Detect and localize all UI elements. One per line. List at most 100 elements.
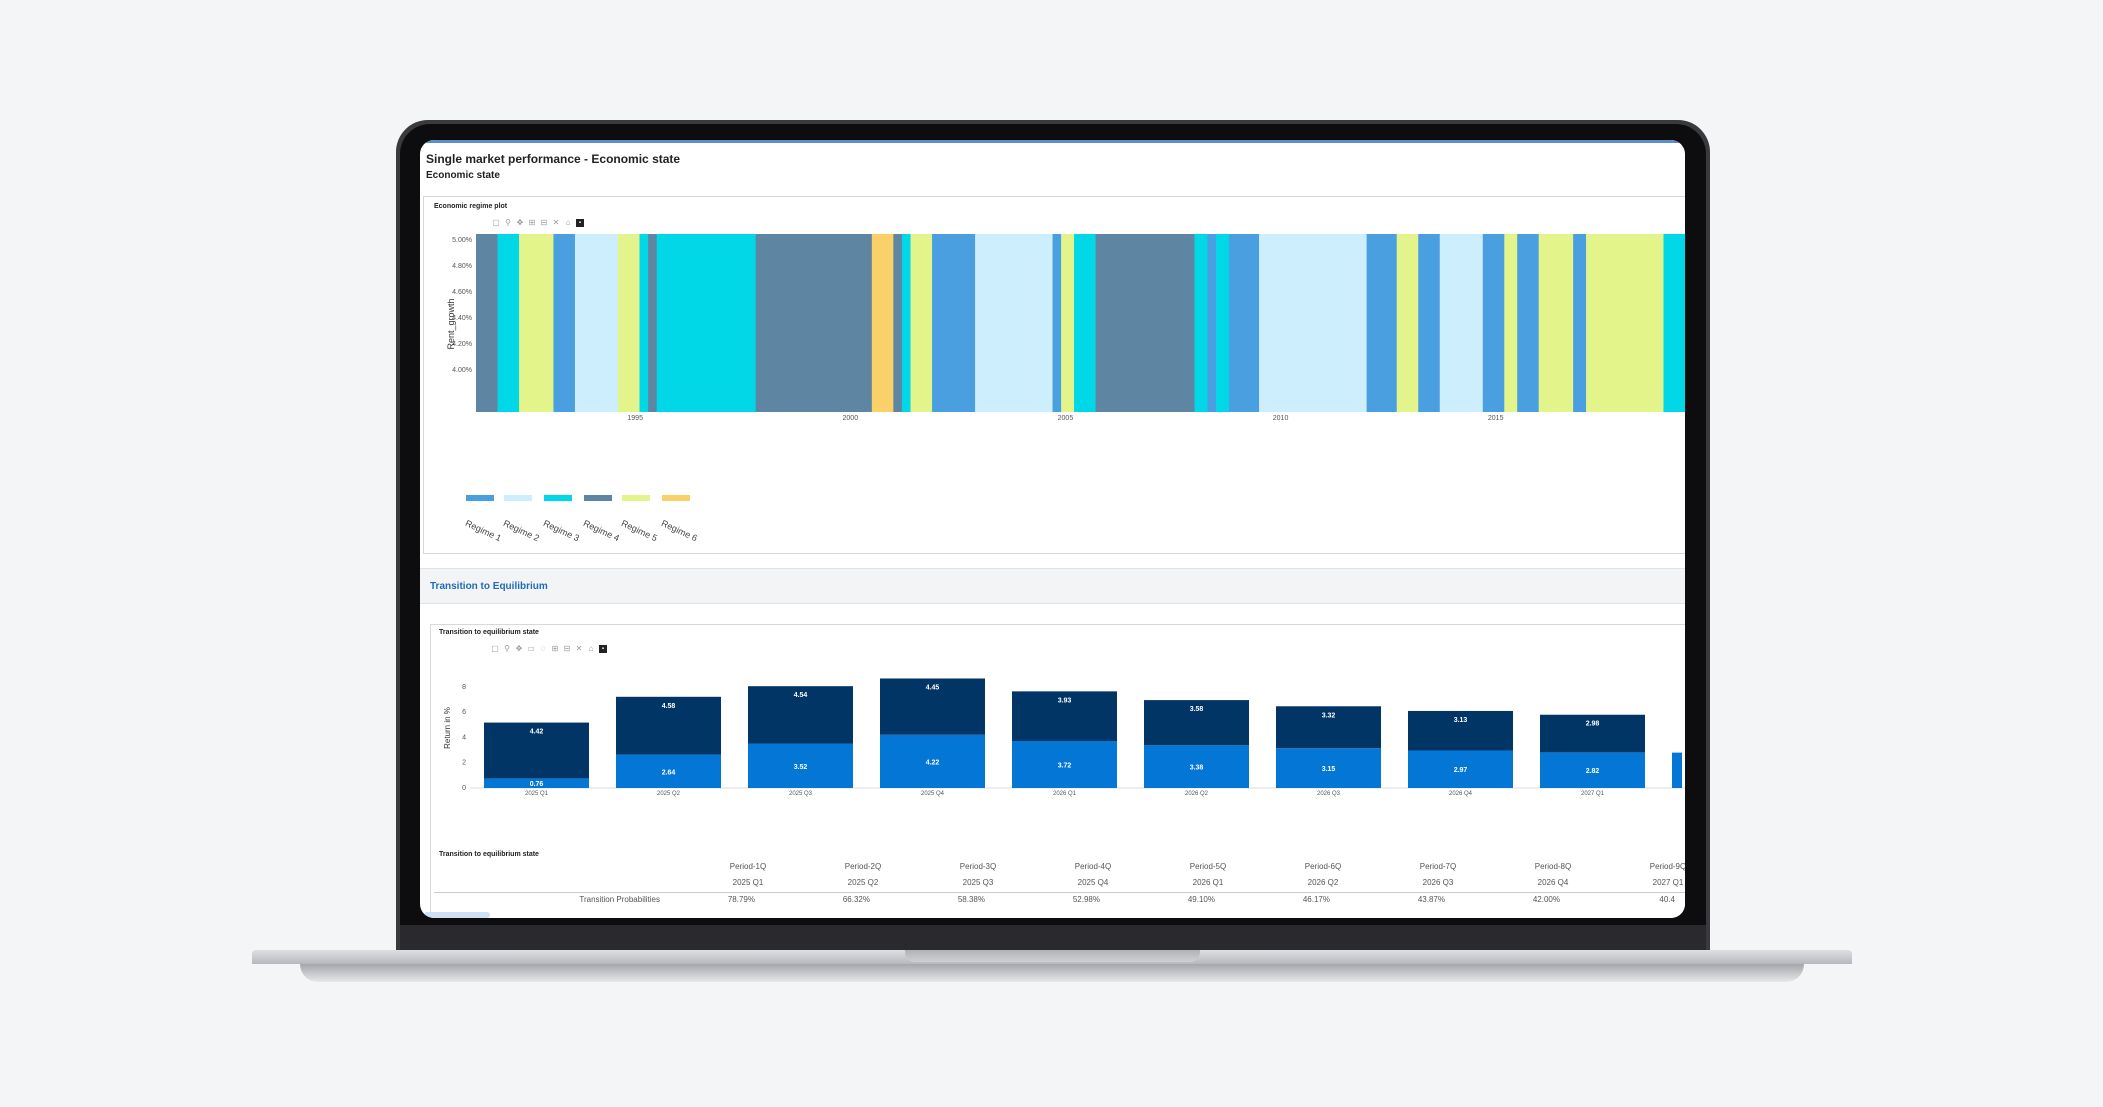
bar-upper-label: 4.58: [662, 703, 676, 710]
legend-swatch: [504, 495, 532, 501]
bar-upper: [1144, 700, 1249, 746]
probability-cell: 46.17%: [1302, 895, 1330, 904]
bar-upper-label: 3.32: [1322, 712, 1336, 719]
regime-segment: [1586, 234, 1664, 412]
legend-label: Regime 3: [541, 518, 581, 544]
regime-segment: [497, 234, 520, 412]
home-icon[interactable]: ⌂: [565, 218, 571, 227]
horizontal-scrollbar[interactable]: [424, 912, 490, 918]
bar-upper-label: 3.58: [1190, 706, 1204, 713]
regime-segment: [1194, 234, 1208, 412]
quarter-header: 2026 Q4: [1537, 878, 1569, 887]
y-tick-label: 2: [462, 760, 466, 767]
regime-segment: [871, 234, 894, 412]
regime-chart: 5.00% 4.80% 4.60% 4.40% 4.20% 4.00% 1995 2000 20…: [446, 234, 1685, 422]
bar-lower: [1012, 741, 1117, 788]
camera-icon[interactable]: ▢: [491, 644, 499, 653]
camera-icon[interactable]: ▢: [492, 218, 500, 227]
legend-swatches: [466, 495, 690, 501]
box-select-icon[interactable]: ▭: [527, 644, 535, 653]
regime-segment: [755, 234, 873, 412]
y-axis-label: Rent_growth: [446, 298, 456, 349]
plotly-logo-icon[interactable]: ▪: [576, 219, 584, 227]
x-tick-label: 2025 Q4: [921, 791, 945, 797]
legend-item-regime-6[interactable]: Regime 6: [660, 518, 699, 543]
y-tick-label: 0: [462, 785, 466, 792]
y-tick-label: 4: [462, 734, 466, 741]
probability-cell: 78.79%: [727, 895, 755, 904]
x-tick-label: 2026 Q2: [1185, 791, 1209, 797]
zoom-out-icon[interactable]: ⊟: [563, 644, 571, 653]
legend-item-regime-5[interactable]: Regime 5: [620, 518, 659, 543]
equilibrium-chart-title: Transition to equilibrium state: [439, 629, 539, 636]
regime-segment: [476, 234, 498, 412]
zoom-out-icon[interactable]: ⊟: [540, 218, 548, 227]
bar-upper-label: 3.93: [1058, 697, 1072, 704]
zoom-in-icon[interactable]: ⊞: [528, 218, 536, 227]
legend-label: Regime 2: [501, 518, 541, 544]
reset-axes-icon[interactable]: ✕: [552, 218, 560, 227]
bar-lower-label: 3.72: [1058, 763, 1072, 770]
zoom-in-icon[interactable]: ⊞: [551, 644, 559, 653]
quarter-header: 2025 Q3: [962, 878, 994, 887]
probability-cell: 49.10%: [1187, 895, 1215, 904]
x-tick-label: 2010: [1273, 415, 1289, 422]
reset-axes-icon[interactable]: ✕: [575, 644, 583, 653]
regime-segment: [1663, 234, 1685, 412]
zoom-icon[interactable]: ⚲: [505, 218, 511, 227]
legend-item-regime-4[interactable]: Regime 4: [582, 518, 621, 543]
bar-upper: [1012, 691, 1117, 742]
laptop-notch: [905, 950, 1200, 962]
legend-item-regime-1[interactable]: Regime 1: [464, 518, 503, 543]
x-tick-label: 2027 Q1: [1581, 791, 1605, 797]
quarter-header: 2026 Q3: [1422, 878, 1454, 887]
regime-segment: [519, 234, 554, 412]
y-axis-label: Return in %: [443, 707, 452, 749]
regime-segment: [574, 234, 619, 412]
regime-segment: [975, 234, 1053, 412]
equilibrium-section-header: Transition to Equilibrium: [420, 568, 1685, 604]
x-tick-label: 2025 Q1: [525, 791, 549, 797]
row-label: Transition Probabilities: [579, 895, 660, 904]
table-divider: [434, 892, 1685, 893]
legend-item-regime-2[interactable]: Regime 2: [502, 518, 541, 543]
regime-segment: [1207, 234, 1217, 412]
period-header: Period-2Q: [844, 862, 882, 871]
legend-item-regime-3[interactable]: Regime 3: [542, 518, 581, 543]
quarter-header: 2025 Q2: [847, 878, 879, 887]
bar-lower: [1408, 750, 1513, 788]
x-tick-label: 1995: [627, 415, 643, 422]
pan-icon[interactable]: ✥: [515, 644, 523, 653]
bar-upper: [1276, 706, 1381, 749]
bar-lower: [1540, 752, 1645, 788]
bar-upper-label: 4.45: [926, 684, 940, 691]
legend-swatch: [622, 495, 650, 501]
regime-segment: [1573, 234, 1587, 412]
bar-lower-label: 4.22: [926, 759, 940, 766]
equilibrium-section-title[interactable]: Transition to Equilibrium: [430, 581, 548, 592]
regime-segment: [656, 234, 756, 412]
legend-swatch: [584, 495, 612, 501]
home-icon[interactable]: ⌂: [588, 644, 594, 653]
regime-segment: [1482, 234, 1505, 412]
y-tick-label: 4.20%: [452, 341, 472, 348]
legend-swatch: [544, 495, 572, 501]
plotly-logo-icon[interactable]: ▪: [599, 645, 607, 653]
regime-segment: [1517, 234, 1540, 412]
bar-lower-label: 3.15: [1322, 766, 1336, 773]
regime-segment: [1366, 234, 1398, 412]
x-tick-label: 2025 Q3: [789, 791, 813, 797]
zoom-icon[interactable]: ⚲: [504, 644, 510, 653]
lasso-icon[interactable]: ◌: [540, 644, 546, 653]
regime-panel-title: Economic regime plot: [434, 203, 508, 210]
legend-swatch: [662, 495, 690, 501]
x-tick-label: 2025 Q2: [657, 791, 681, 797]
regime-segment: [1095, 234, 1195, 412]
laptop-screen: Single market performance - Economic sta…: [420, 140, 1685, 918]
pan-icon[interactable]: ✥: [516, 218, 524, 227]
regime-segment: [893, 234, 903, 412]
quarter-header: 2025 Q4: [1077, 878, 1109, 887]
bar-upper: [880, 678, 985, 735]
probability-cell: 43.87%: [1417, 895, 1445, 904]
y-tick-label: 4.00%: [452, 367, 472, 374]
